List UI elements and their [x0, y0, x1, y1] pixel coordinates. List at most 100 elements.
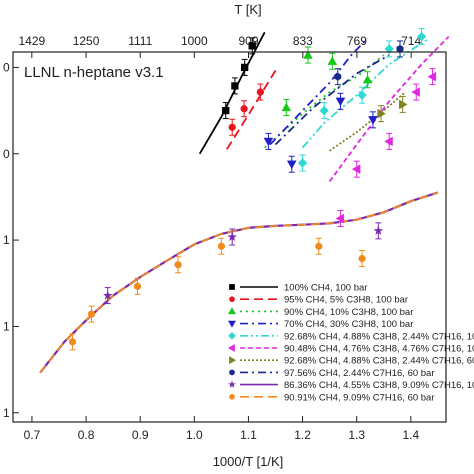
data-point: [263, 137, 274, 147]
data-point: [228, 380, 236, 388]
data-point: [357, 90, 367, 100]
data-point: [87, 310, 96, 318]
data-point: [229, 284, 235, 290]
data-point: [411, 87, 420, 97]
data-point: [373, 225, 384, 236]
y-tick-label: 1: [3, 319, 10, 333]
data-point: [248, 42, 256, 50]
data-point: [351, 164, 361, 174]
data-point: [229, 296, 235, 303]
data-point: [335, 97, 346, 107]
x-tick-label: 1.4: [402, 428, 419, 442]
model-curve: [269, 37, 369, 146]
model-curve: [264, 54, 385, 149]
legend-label: 86.36% CH4, 4.55% C3H8, 9.09% C7H16, 100…: [284, 380, 474, 391]
y-tick-label: 1: [3, 233, 10, 247]
data-point: [227, 307, 237, 315]
model-curve: [301, 38, 428, 149]
data-point: [358, 254, 366, 263]
legend-label: 92.68% CH4, 4.88% C3H8, 2.44% C7H16, 60 …: [284, 356, 474, 367]
top-tick-label: 1000: [181, 34, 208, 48]
top-tick-label: 1429: [18, 34, 45, 48]
data-point: [68, 338, 77, 346]
legend-entry: 90.91% CH4, 9.09% C7H16, 60 bar: [229, 392, 435, 403]
data-point: [231, 82, 239, 90]
model-label: LLNL n-heptane v3.1: [24, 64, 164, 81]
x-tick-label: 1.1: [240, 428, 257, 442]
legend-label: 70% CH4, 30% C3H8, 100 bar: [284, 319, 413, 330]
y-tick-label: 1: [3, 406, 10, 420]
data-point: [228, 123, 236, 131]
left-axis: 0 0 1 1 1: [3, 60, 19, 420]
data-point: [256, 88, 265, 96]
x-tick-label: 0.8: [78, 428, 95, 442]
x-tick-label: 0.7: [24, 428, 41, 442]
data-point: [327, 56, 338, 65]
data-point: [315, 242, 323, 250]
data-point: [368, 116, 378, 125]
legend-entry: 70% CH4, 30% C3H8, 100 bar: [227, 319, 413, 330]
data-point: [319, 105, 329, 116]
legend-label: 90.48% CH4, 4.76% C3H8, 4.76% C7H16, 100…: [284, 344, 474, 355]
data-point: [384, 44, 394, 54]
bottom-axis: 0.7 0.8 0.9 1.0 1.1 1.2 1.3 1.4: [24, 416, 419, 442]
top-tick-label: 769: [347, 34, 367, 48]
model-curve: [226, 70, 277, 150]
data-point: [217, 242, 226, 250]
data-point: [399, 99, 408, 110]
x-tick-label: 1.3: [348, 428, 365, 442]
top-tick-label: 1111: [128, 34, 152, 48]
data-points: [68, 28, 437, 351]
legend-entry: 97.56% CH4, 2.44% C7H16, 60 bar: [229, 368, 435, 379]
data-point: [228, 331, 236, 340]
x-tick-label: 1.2: [294, 428, 311, 442]
legend-label: 92.68% CH4, 4.88% C3H8, 2.44% C7H16, 100…: [284, 331, 474, 342]
legend-entry: 86.36% CH4, 4.55% C3H8, 9.09% C7H16, 100…: [228, 380, 474, 391]
x-axis-label: 1000/T [1/K]: [213, 454, 284, 469]
legend-entry: 92.68% CH4, 4.88% C3H8, 2.44% C7H16, 60 …: [229, 356, 474, 367]
legend-entry: 92.68% CH4, 4.88% C3H8, 2.44% C7H16, 100…: [228, 331, 474, 342]
data-point: [281, 102, 292, 112]
x-tick-label: 0.9: [132, 428, 149, 442]
data-point: [427, 71, 437, 82]
data-point: [241, 63, 249, 72]
data-point: [384, 136, 393, 147]
legend-label: 97.56% CH4, 2.44% C7H16, 60 bar: [284, 368, 435, 379]
data-point: [227, 231, 238, 242]
data-point: [133, 282, 142, 290]
y-tick-label: 0: [3, 60, 10, 74]
data-point: [297, 158, 308, 168]
data-point: [229, 393, 235, 400]
plot-frame: [12, 51, 447, 423]
data-point: [222, 106, 230, 115]
data-point: [377, 108, 386, 119]
legend-label: 90% CH4, 10% C3H8, 100 bar: [284, 307, 413, 318]
data-point: [229, 369, 235, 376]
data-point: [416, 31, 427, 42]
legend-label: 95% CH4, 5% C3H8, 100 bar: [284, 295, 408, 306]
data-point: [227, 343, 235, 353]
top-axis-label: T [K]: [234, 2, 261, 17]
model-curve: [198, 31, 266, 155]
legend-entry: 90.48% CH4, 4.76% C3H8, 4.76% C7H16, 100…: [227, 343, 474, 355]
legend-entry: 90% CH4, 10% C3H8, 100 bar: [227, 307, 413, 318]
data-point: [227, 320, 237, 328]
data-point: [229, 356, 237, 365]
legend-entry: 95% CH4, 5% C3H8, 100 bar: [229, 295, 408, 306]
x-tick-label: 1.0: [186, 428, 203, 442]
model-curves: [39, 31, 450, 374]
data-point: [396, 44, 404, 53]
data-point: [334, 72, 342, 81]
data-point: [286, 160, 297, 170]
data-point: [362, 74, 373, 84]
top-tick-label: 1250: [73, 34, 100, 48]
top-axis: 1429 1250 1111 1000 909 833 769 714: [18, 34, 421, 58]
data-point: [335, 213, 345, 224]
legend-label: 90.91% CH4, 9.09% C7H16, 60 bar: [284, 392, 435, 403]
model-curve: [329, 91, 406, 152]
y-tick-label: 0: [3, 147, 10, 161]
legend-entry: 100% CH4, 100 bar: [229, 283, 367, 294]
legend-label: 100% CH4, 100 bar: [284, 283, 367, 294]
